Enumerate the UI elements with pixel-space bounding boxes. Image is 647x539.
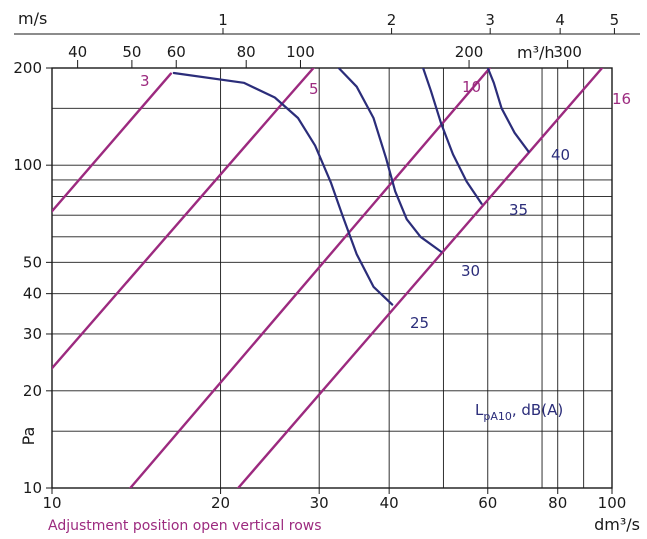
sound-level-label-30: 30 [461, 262, 480, 280]
legend-symbol: L [475, 401, 484, 419]
adjustment-line-10 [129, 68, 491, 488]
plot-frame [51, 67, 613, 489]
x-tick-label: 100 [598, 494, 627, 512]
adjustment-line-5 [52, 68, 316, 370]
sound-level-line-35 [422, 68, 483, 205]
top-velocity-label: 2 [387, 11, 397, 29]
top-velocity-label: 5 [610, 11, 620, 29]
top-airflow-label: 100 [286, 43, 315, 61]
sound-level-label-25: 25 [410, 314, 429, 332]
sound-level-legend: LpA10, dB(A) [475, 401, 563, 423]
top-airflow-label: 40 [68, 43, 87, 61]
top-velocity-label: 3 [485, 11, 495, 29]
adjustment-label-10: 10 [462, 78, 481, 96]
adjustment-line-16 [237, 68, 604, 488]
y-tick-label: 30 [23, 325, 42, 343]
chart-caption: Adjustment position open vertical rows [48, 518, 322, 534]
y-axis-unit: Pa [19, 427, 38, 446]
y-tick-label: 20 [23, 382, 42, 400]
x-tick-label: 20 [211, 494, 230, 512]
adjustment-label-5: 5 [309, 80, 319, 98]
x-tick-label: 80 [548, 494, 567, 512]
top-airflow-unit: m³/h [517, 43, 555, 62]
tick-labels: 10 20 30 40 60 80 100 10 20 30 40 50 100 200 40 50 60 80 1… [13, 11, 640, 512]
sound-level-line-30 [337, 68, 443, 253]
y-tick-label: 40 [23, 285, 42, 303]
y-tick-label: 100 [13, 156, 42, 174]
top-airflow-label: 200 [455, 43, 484, 61]
top-velocity-label: 4 [555, 11, 565, 29]
top-airflow-label: 300 [553, 43, 582, 61]
adjustment-label-3: 3 [140, 72, 150, 90]
top-velocity-label: 1 [218, 11, 228, 29]
legend-suffix: , dB(A) [512, 401, 563, 419]
adjustment-line-3 [52, 72, 172, 213]
x-tick-label: 40 [380, 494, 399, 512]
y-tick-label: 10 [23, 479, 42, 497]
top-airflow-label: 60 [167, 43, 186, 61]
sound-level-line-40 [486, 68, 530, 153]
sound-level-label-40: 40 [551, 146, 570, 164]
x-tick-label: 10 [42, 494, 61, 512]
top-airflow-label: 80 [237, 43, 256, 61]
top-airflow-label: 50 [122, 43, 141, 61]
sound-level-label-35: 35 [509, 201, 528, 219]
y-tick-label: 200 [13, 59, 42, 77]
x-tick-label: 30 [310, 494, 329, 512]
sound-level-line-25 [172, 71, 394, 306]
x-tick-label: 60 [478, 494, 497, 512]
adjustment-label-16: 16 [612, 90, 631, 108]
y-tick-label: 50 [23, 253, 42, 271]
x-axis-unit: dm³/s [594, 515, 640, 534]
top-velocity-unit: m/s [18, 9, 47, 28]
legend-subscript: pA10 [483, 410, 512, 423]
grid [51, 67, 613, 489]
